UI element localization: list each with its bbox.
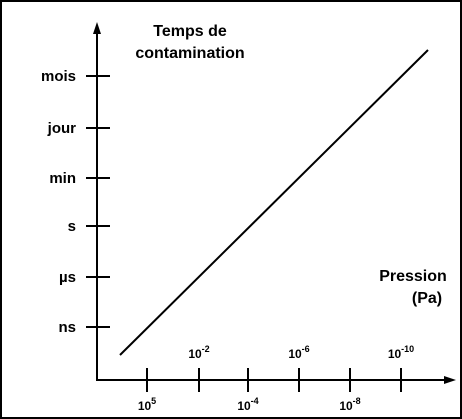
y-tick-label: ns: [58, 319, 76, 336]
x-tick-label: 10-6: [288, 344, 309, 361]
x-tick-exponent: -8: [353, 396, 361, 406]
y-tick-label: µs: [59, 269, 76, 286]
x-tick-label: 10-4: [237, 396, 258, 413]
x-tick-exponent: -6: [302, 344, 310, 354]
y-axis-arrow: [93, 22, 101, 34]
y-tick-label: jour: [47, 120, 76, 137]
x-tick-exponent: -4: [251, 396, 259, 406]
x-axis-arrow: [444, 376, 456, 384]
x-tick-base: 10: [388, 347, 402, 361]
x-axis-title: (Pa): [412, 290, 442, 307]
y-tick-label: min: [49, 170, 76, 187]
x-tick-base: 10: [188, 347, 202, 361]
x-tick-label: 10-2: [188, 344, 209, 361]
x-tick-exponent: 5: [151, 396, 156, 406]
x-tick-label: 10-10: [388, 344, 414, 361]
x-tick-exponent: -10: [401, 344, 414, 354]
x-tick-base: 10: [339, 399, 353, 413]
x-tick-base: 10: [237, 399, 251, 413]
x-tick-label: 10-8: [339, 396, 360, 413]
x-axis-title: Pression: [379, 268, 447, 285]
x-tick-base: 10: [288, 347, 302, 361]
trend-line: [119, 49, 429, 356]
y-tick-label: s: [68, 218, 76, 235]
x-tick-label: 105: [138, 396, 156, 413]
x-tick-base: 10: [138, 399, 152, 413]
x-tick-exponent: -2: [202, 344, 210, 354]
y-axis-title: contamination: [135, 45, 244, 62]
y-axis-title: Temps de: [153, 23, 227, 40]
y-tick-label: mois: [41, 68, 76, 85]
